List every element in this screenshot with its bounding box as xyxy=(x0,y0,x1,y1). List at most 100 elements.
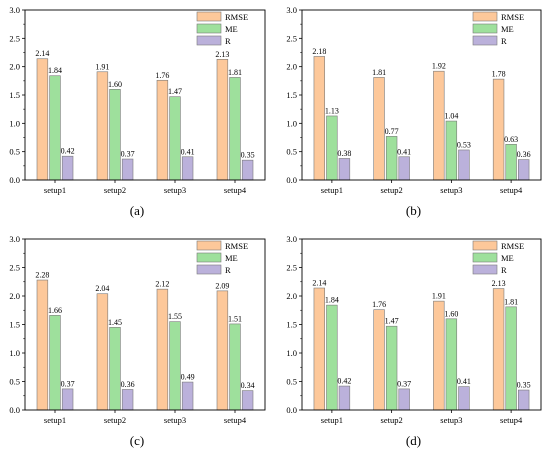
data-label: 1.84 xyxy=(48,66,62,75)
plot-frame xyxy=(301,9,542,181)
legend-label: ME xyxy=(225,24,238,34)
data-label: 1.66 xyxy=(48,306,62,315)
x-tick-label: setup4 xyxy=(224,185,247,195)
bar-r xyxy=(458,149,470,181)
legend-swatch-me xyxy=(196,252,222,263)
chart-panel: 0.0 0.5 1.0 1.5 2.0 2.5 3.0 2.28 1.66 0.37 setup1 2… xyxy=(9,234,266,448)
panel-label: (d) xyxy=(406,433,421,448)
bar-rmse xyxy=(313,56,326,181)
x-tick-label: setup2 xyxy=(104,415,126,425)
bar-me xyxy=(505,144,517,181)
bar-r xyxy=(338,158,351,181)
y-tick-label: 3.0 xyxy=(286,5,297,15)
bar-rmse xyxy=(216,58,229,181)
bar-r xyxy=(241,390,254,411)
data-label: 0.34 xyxy=(241,381,255,390)
data-label: 0.41 xyxy=(397,147,411,156)
bar-me xyxy=(169,96,181,181)
bar-rmse xyxy=(313,287,326,411)
panel-label: (a) xyxy=(130,203,144,218)
bar-me xyxy=(49,315,61,411)
data-label: 1.91 xyxy=(95,62,109,71)
data-label: 1.92 xyxy=(432,62,446,71)
legend-label: RMSE xyxy=(225,12,248,22)
data-label: 0.53 xyxy=(457,140,471,149)
bar-rmse xyxy=(36,58,49,181)
bar-me xyxy=(445,120,458,181)
legend-label: R xyxy=(501,36,507,46)
bar-me xyxy=(229,323,241,411)
legend-swatch-r xyxy=(196,35,222,46)
chart-panel: 0.0 0.5 1.0 1.5 2.0 2.5 3.0 2.14 1.84 0.42 setup1 1… xyxy=(286,234,542,448)
bar-rmse xyxy=(492,78,505,181)
legend-label: R xyxy=(225,265,231,275)
legend-label: ME xyxy=(501,24,514,34)
bar-rmse xyxy=(216,290,229,411)
bar-rmse xyxy=(373,309,385,411)
legend-label: RMSE xyxy=(501,241,524,251)
bar-me xyxy=(505,306,517,411)
legend-label: RMSE xyxy=(501,12,524,22)
bar-r xyxy=(61,155,74,181)
legend: RMSE ME R xyxy=(472,11,524,46)
x-tick-label: setup1 xyxy=(44,185,66,195)
data-label: 0.36 xyxy=(517,150,531,159)
chart-panel: 0.0 0.5 1.0 1.5 2.0 2.5 3.0 2.14 1.84 0.42 setup1 1… xyxy=(9,5,266,218)
x-tick-label: setup3 xyxy=(164,185,186,195)
data-label: 2.09 xyxy=(215,281,229,290)
bar-rmse xyxy=(433,70,445,181)
bar-r xyxy=(517,159,530,181)
data-label: 2.04 xyxy=(95,284,109,293)
data-label: 0.42 xyxy=(61,147,75,156)
plot-frame xyxy=(301,238,542,411)
y-tick-label: 0.5 xyxy=(9,147,20,157)
bar-rmse xyxy=(96,293,109,411)
data-label: 0.42 xyxy=(337,377,351,386)
x-tick-label: setup3 xyxy=(440,415,462,425)
y-tick-label: 1.0 xyxy=(9,348,20,358)
bar-r xyxy=(61,388,74,411)
panel-label: (b) xyxy=(406,203,421,218)
legend-label: ME xyxy=(225,253,238,263)
bar-me xyxy=(326,304,338,411)
bar-rmse xyxy=(36,279,49,411)
bar-r xyxy=(121,389,134,411)
bar-r xyxy=(241,159,254,181)
data-label: 2.13 xyxy=(215,50,229,59)
y-tick-label: 2.5 xyxy=(286,263,297,273)
data-label: 2.14 xyxy=(35,49,49,58)
data-label: 0.38 xyxy=(337,149,351,158)
y-tick-label: 2.5 xyxy=(9,263,20,273)
data-label: 1.78 xyxy=(492,70,506,79)
legend-swatch-rmse xyxy=(472,240,498,251)
data-label: 0.41 xyxy=(181,147,195,156)
data-label: 1.81 xyxy=(504,297,518,306)
x-tick-label: setup1 xyxy=(321,415,343,425)
bar-r xyxy=(181,381,194,411)
y-tick-label: 1.0 xyxy=(286,348,297,358)
data-label: 1.81 xyxy=(372,68,386,77)
y-tick-label: 0.5 xyxy=(286,377,297,387)
data-label: 1.45 xyxy=(108,318,122,327)
x-tick-label: setup2 xyxy=(381,185,403,195)
y-tick-label: 1.0 xyxy=(9,118,20,128)
bar-rmse xyxy=(96,71,109,181)
bar-me xyxy=(445,318,458,411)
legend: RMSE ME R xyxy=(196,240,248,275)
bar-r xyxy=(398,156,410,181)
bar-rmse xyxy=(156,79,169,181)
data-label: 0.35 xyxy=(241,151,255,160)
bar-r xyxy=(121,158,134,181)
y-tick-label: 0.0 xyxy=(9,175,20,185)
data-label: 1.47 xyxy=(168,87,182,96)
plot-frame xyxy=(24,9,266,181)
bar-me xyxy=(109,89,121,181)
legend: RMSE ME R xyxy=(472,240,524,275)
data-label: 0.35 xyxy=(517,381,531,390)
y-tick-label: 3.0 xyxy=(9,234,20,244)
bar-me xyxy=(385,136,398,181)
y-tick-label: 1.5 xyxy=(286,90,297,100)
y-tick-label: 1.5 xyxy=(286,320,297,330)
bar-rmse xyxy=(373,77,385,181)
bar-r xyxy=(517,389,530,411)
